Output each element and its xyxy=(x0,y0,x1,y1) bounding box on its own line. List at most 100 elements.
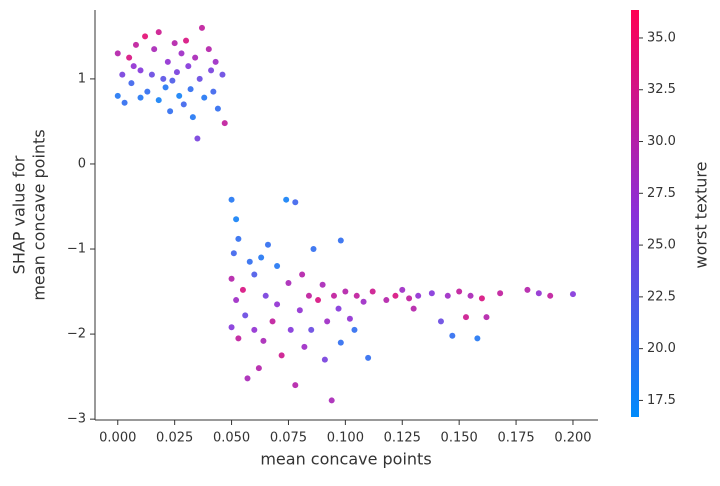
point xyxy=(246,258,253,265)
point xyxy=(164,58,171,65)
point xyxy=(219,71,226,78)
point xyxy=(173,69,180,76)
x-tick-label: 0.050 xyxy=(213,431,250,446)
point xyxy=(369,288,376,295)
point xyxy=(221,120,228,127)
y-tick-label: −2 xyxy=(67,327,86,342)
point xyxy=(251,271,258,278)
point xyxy=(278,352,285,359)
point xyxy=(321,356,328,363)
point xyxy=(301,343,308,350)
point xyxy=(449,332,456,339)
x-tick-label: 0.175 xyxy=(497,431,534,446)
point xyxy=(178,50,185,57)
point xyxy=(208,67,215,74)
point xyxy=(324,318,331,325)
point xyxy=(233,216,240,223)
point xyxy=(196,75,203,82)
point xyxy=(176,92,183,99)
point xyxy=(167,108,174,115)
y-tick-label: −1 xyxy=(67,242,86,257)
point xyxy=(192,54,199,61)
x-tick-label: 0.025 xyxy=(156,431,193,446)
point xyxy=(148,71,155,78)
y-tick-label: 0 xyxy=(78,156,86,171)
point xyxy=(258,254,265,261)
point xyxy=(264,241,271,248)
point xyxy=(428,290,435,297)
point xyxy=(410,305,417,312)
point xyxy=(128,80,135,87)
point xyxy=(180,101,187,108)
point xyxy=(251,326,258,333)
colorbar-tick-label: 27.5 xyxy=(647,186,676,201)
point xyxy=(310,246,317,253)
point xyxy=(292,382,299,389)
point xyxy=(171,40,178,47)
point xyxy=(299,271,306,278)
x-tick-label: 0.100 xyxy=(327,431,364,446)
point xyxy=(535,290,542,297)
point xyxy=(305,292,312,299)
point xyxy=(183,37,190,44)
point xyxy=(230,250,237,257)
point xyxy=(335,305,342,312)
point xyxy=(260,337,267,344)
point xyxy=(205,46,212,53)
point xyxy=(483,314,490,321)
point xyxy=(547,292,554,299)
point xyxy=(242,312,249,319)
point xyxy=(569,291,576,298)
point xyxy=(383,297,390,304)
point xyxy=(274,301,281,308)
x-tick-label: 0.075 xyxy=(270,431,307,446)
point xyxy=(137,94,144,101)
point xyxy=(255,365,262,372)
point xyxy=(467,292,474,299)
y-tick-label: 1 xyxy=(78,71,86,86)
point xyxy=(114,92,121,99)
point xyxy=(155,29,162,36)
colorbar-tick-label: 32.5 xyxy=(647,82,676,97)
point xyxy=(342,288,349,295)
point xyxy=(142,33,149,40)
point xyxy=(228,196,235,203)
point xyxy=(187,86,194,93)
point xyxy=(497,290,504,297)
y-tick-label: −3 xyxy=(67,412,86,427)
point xyxy=(162,84,169,91)
point xyxy=(239,286,246,293)
point xyxy=(283,196,290,203)
point xyxy=(296,307,303,314)
point xyxy=(262,292,269,299)
point xyxy=(524,286,531,293)
point xyxy=(210,88,217,95)
point xyxy=(399,286,406,293)
point xyxy=(169,77,176,84)
point xyxy=(151,46,158,53)
point xyxy=(292,199,299,206)
point xyxy=(437,318,444,325)
point xyxy=(337,339,344,346)
point xyxy=(353,292,360,299)
y-axis-title: mean concave points xyxy=(30,129,49,300)
point xyxy=(365,354,372,361)
point xyxy=(456,288,463,295)
point xyxy=(235,235,242,242)
point xyxy=(319,281,326,288)
point xyxy=(121,99,128,106)
y-axis-title: SHAP value for xyxy=(10,155,29,274)
point xyxy=(228,324,235,331)
point xyxy=(315,297,322,304)
point xyxy=(130,63,137,70)
point xyxy=(155,97,162,104)
point xyxy=(337,237,344,244)
colorbar-tick-label: 20.0 xyxy=(647,341,676,356)
point xyxy=(144,88,151,95)
point xyxy=(474,335,481,342)
point xyxy=(244,375,251,382)
point xyxy=(351,326,358,333)
point xyxy=(330,292,337,299)
